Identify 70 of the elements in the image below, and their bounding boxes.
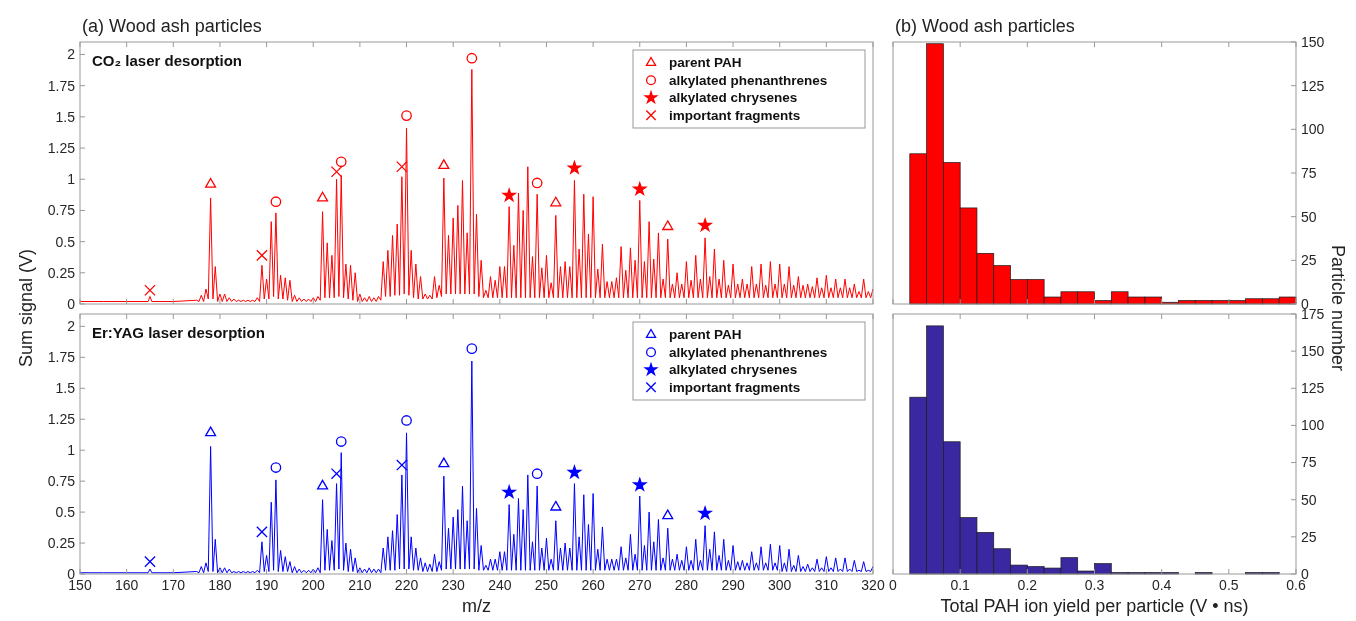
y-tick-label: 1.25 [47, 411, 76, 428]
y-tick-label: 1.25 [47, 139, 76, 156]
chart-title: (a) Wood ash particles [82, 16, 262, 36]
x-tick-label: 190 [254, 577, 279, 593]
y-tick-label: 75 [1301, 164, 1317, 181]
x-tick-label: 250 [534, 577, 559, 593]
y-tick-label: 50 [1301, 491, 1317, 508]
y-tick-label: 150 [1301, 343, 1325, 360]
y-tick-label: 125 [1301, 380, 1325, 397]
y-tick-label: 1.5 [55, 108, 76, 125]
x-tick-label: 160 [114, 577, 139, 593]
y-tick-label: 50 [1301, 208, 1317, 225]
y-tick-label: 100 [1301, 417, 1325, 434]
y-tick-label: 25 [1301, 528, 1317, 545]
legend-label: alkylated phenanthrenes [669, 344, 828, 360]
y-tick-label: 0.75 [47, 202, 76, 219]
y-tick-label: 0 [67, 295, 76, 312]
x-tick-label: 310 [814, 577, 839, 593]
x-tick-label: 0 [889, 577, 898, 593]
x-tick-label: 280 [674, 577, 699, 593]
y-tick-label: 125 [1301, 77, 1325, 94]
y-tick-label: 1.5 [55, 380, 76, 397]
y-tick-label: 0.5 [55, 233, 76, 250]
x-tick-label: 320 [861, 577, 885, 593]
y-tick-label: 25 [1301, 252, 1317, 269]
y-tick-label: 2 [67, 46, 76, 63]
y-tick-label: 1 [67, 171, 76, 188]
y-tick-label: 0 [67, 565, 76, 582]
x-tick-label: 0.1 [950, 577, 971, 593]
y-tick-label: 1.75 [47, 77, 76, 94]
x-tick-label: 180 [208, 577, 232, 593]
legend-label: alkylated chrysenes [669, 362, 798, 378]
legend-label: alkylated phenanthrenes [669, 72, 828, 88]
x-tick-label: 0.2 [1017, 577, 1038, 593]
x-tick-label: 220 [394, 577, 419, 593]
x-tick-label: 230 [441, 577, 466, 593]
x-tick-label: 260 [581, 577, 606, 593]
y-tick-label: 0 [1301, 565, 1309, 582]
x-tick-label: 0.4 [1151, 577, 1172, 593]
annotation: Er:YAG laser desorption [92, 324, 265, 341]
y-tick-label: 1 [67, 442, 76, 459]
legend-label: important fragments [669, 107, 801, 123]
x-tick-label: 300 [768, 577, 792, 593]
y-tick-label: 150 [1301, 33, 1325, 50]
x-tick-label: 200 [301, 577, 326, 593]
x-tick-label: 170 [161, 577, 186, 593]
y-tick-label: 2 [67, 318, 76, 335]
legend-label: alkylated chrysenes [669, 90, 798, 106]
x-axis-title: m/z [462, 596, 491, 616]
x-tick-label: 0.3 [1084, 577, 1105, 593]
x-tick-label: 210 [348, 577, 372, 593]
y-tick-label: 1.75 [47, 349, 76, 366]
annotation: CO₂ laser desorption [92, 52, 243, 69]
y-tick-label: 75 [1301, 454, 1317, 471]
y-tick-label: 100 [1301, 121, 1325, 138]
y-tick-label: 0.25 [47, 264, 76, 281]
x-tick-label: 0.5 [1219, 577, 1239, 593]
x-axis-title: Total PAH ion yield per particle (V • ns) [940, 596, 1249, 616]
legend-label: important fragments [669, 379, 801, 395]
legend-label: parent PAH [669, 327, 742, 343]
y-axis-title: Sum signal (V) [16, 248, 36, 368]
y-axis-title: Particle number [1328, 244, 1348, 372]
x-tick-label: 270 [628, 577, 652, 593]
x-tick-label: 290 [721, 577, 745, 593]
y-tick-label: 0.5 [55, 504, 76, 520]
y-tick-label: 0.75 [47, 473, 76, 490]
legend-label: parent PAH [669, 55, 742, 71]
chart-title: (b) Wood ash particles [895, 16, 1075, 36]
y-tick-label: 0.25 [47, 534, 76, 551]
x-tick-label: 240 [488, 577, 512, 593]
